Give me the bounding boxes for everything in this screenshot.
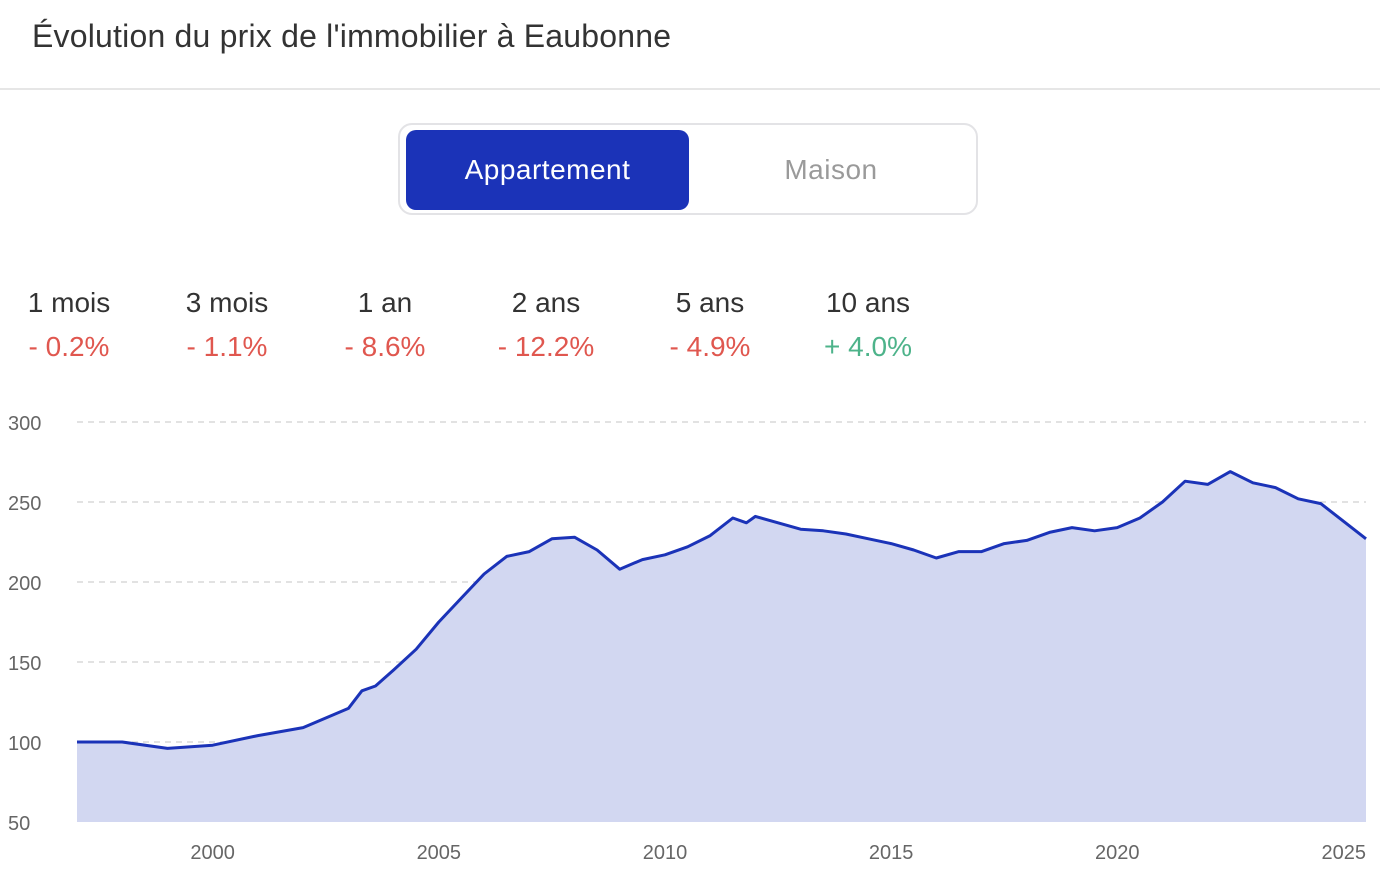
y-tick-label: 100 [8, 733, 41, 755]
x-tick-label: 2000 [190, 842, 235, 864]
y-tick-label: 50 [8, 813, 30, 835]
x-tick-label: 2020 [1095, 842, 1140, 864]
y-axis-ticks: 50 100 150 200 250 300 [8, 413, 41, 835]
x-axis-ticks: 2000 2005 2010 2015 2020 2025 [190, 842, 1366, 864]
stat-5-ans: 5 ans - 4.9% [630, 287, 790, 363]
stat-value: - 8.6% [344, 331, 426, 362]
toggle-maison-button[interactable]: Maison [784, 154, 878, 185]
stat-value: - 1.1% [186, 331, 268, 362]
x-tick-label: 2015 [869, 842, 914, 864]
stat-label: 1 mois [27, 287, 111, 318]
stat-1-an: 1 an - 8.6% [305, 287, 465, 363]
x-tick-label: 2025 [1322, 842, 1367, 864]
stat-label: 3 mois [185, 287, 269, 318]
header: Évolution du prix de l'immobilier à Eaub… [0, 0, 1380, 90]
stat-10-ans: 10 ans + 4.0% [788, 287, 948, 363]
stat-label: 10 ans [825, 287, 911, 318]
stat-value: - 4.9% [669, 331, 751, 362]
y-tick-label: 250 [8, 493, 41, 515]
stat-label: 1 an [357, 287, 413, 318]
x-tick-label: 2005 [417, 842, 462, 864]
page-title: Évolution du prix de l'immobilier à Eaub… [32, 18, 672, 54]
y-tick-label: 200 [8, 573, 41, 595]
stat-2-ans: 2 ans - 12.2% [466, 287, 626, 363]
stat-label: 2 ans [511, 287, 581, 318]
stat-label: 5 ans [675, 287, 745, 318]
stat-3-mois: 3 mois - 1.1% [147, 287, 307, 363]
stat-1-mois: 1 mois - 0.2% [0, 287, 149, 363]
stat-value: + 4.0% [824, 331, 912, 362]
price-line [77, 470, 1367, 750]
y-tick-label: 150 [8, 653, 41, 675]
toggle-appartement-button[interactable]: Appartement [406, 130, 689, 210]
property-type-toggle: Appartement Maison [398, 123, 978, 215]
price-area [77, 471, 1366, 822]
x-tick-label: 2010 [643, 842, 688, 864]
stat-value: - 0.2% [28, 331, 110, 362]
y-tick-label: 300 [8, 413, 41, 435]
stat-value: - 12.2% [497, 331, 595, 362]
